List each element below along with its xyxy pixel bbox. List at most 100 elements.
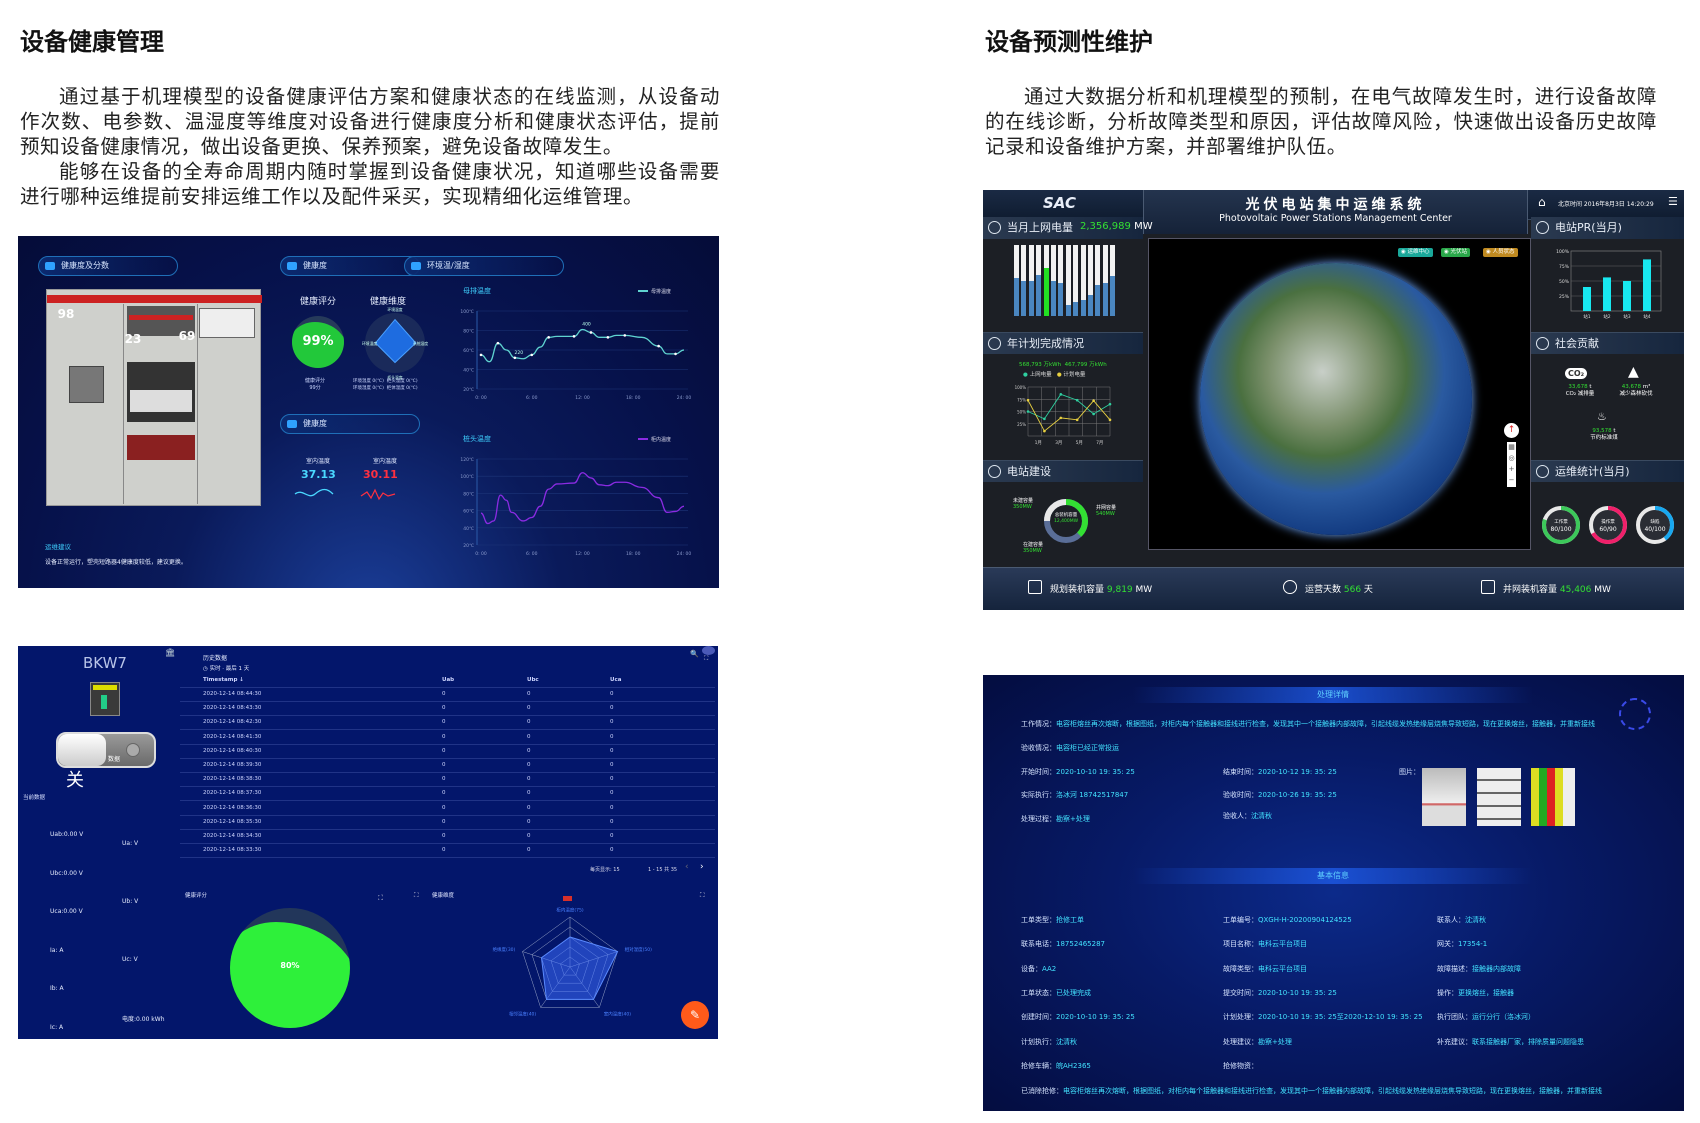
reading-value: Uc: V bbox=[122, 956, 138, 963]
executor-field: 实际执行：洛冰河 18742517847 bbox=[1021, 791, 1129, 799]
bar bbox=[1065, 304, 1071, 316]
bank-icon[interactable]: 🏛 bbox=[165, 648, 176, 657]
y-tick-label: 75% bbox=[1017, 397, 1026, 402]
more-options-button[interactable] bbox=[702, 646, 715, 655]
dimension-title: 健康维度 bbox=[432, 893, 455, 899]
health-badge[interactable]: 69 bbox=[178, 329, 196, 343]
table-row[interactable]: 2020-12-14 08:35:30 0 0 0 bbox=[180, 816, 715, 830]
x-tick-label: 24: 00 bbox=[677, 551, 692, 557]
search-icon[interactable]: 🔍 bbox=[690, 650, 699, 658]
radar-label: 绝缘度(30) bbox=[493, 946, 516, 953]
y-tick-label: 100% bbox=[1015, 385, 1027, 390]
table-row[interactable]: 2020-12-14 08:42:30 0 0 0 bbox=[180, 716, 715, 731]
photo-thumbnail[interactable] bbox=[1477, 768, 1521, 826]
table-row[interactable]: 2020-12-14 08:44:30 0 0 0 bbox=[180, 688, 715, 702]
field-value: 沈清秋 bbox=[1465, 916, 1486, 924]
dimension-readings: 环境温度 0(℃) 柜头温度 0(℃) 环境湿度 0(℃) 柜体温度 0(℃) bbox=[353, 379, 418, 391]
y-tick-label: 100℃ bbox=[460, 474, 474, 480]
data-point bbox=[674, 352, 677, 356]
bar-track bbox=[1014, 245, 1019, 316]
map-zoom-controls[interactable]: ▦ ◎ + − bbox=[1507, 442, 1516, 487]
donut-label: 并网容量 540MW bbox=[1096, 505, 1117, 517]
bar bbox=[1102, 282, 1108, 316]
bar bbox=[1043, 267, 1049, 316]
table-cell: 0 bbox=[442, 833, 446, 839]
globe-map[interactable] bbox=[1148, 238, 1531, 550]
section-header-health-score: 健康度及分数 bbox=[38, 256, 178, 276]
x-tick-label: 18: 00 bbox=[626, 551, 641, 557]
radar-label: 相邻温度(40) bbox=[509, 1011, 536, 1018]
field-label: 工单编号： bbox=[1223, 916, 1258, 924]
basic-info-title: 基本信息 bbox=[1133, 868, 1533, 884]
series-line bbox=[1027, 393, 1111, 420]
table-row[interactable]: 2020-12-14 08:43:30 0 0 0 bbox=[180, 702, 715, 717]
field-value: 2020-10-10 19: 35: 25 bbox=[1056, 1013, 1135, 1022]
x-tick-label: 6: 00 bbox=[526, 551, 538, 557]
health-badge[interactable]: 23 bbox=[124, 332, 142, 346]
gauge-label: 操作票 bbox=[1601, 518, 1615, 525]
field-label: 处理建议： bbox=[1223, 1037, 1258, 1046]
history-range[interactable]: ◷ 实时 · 最后 1 天 bbox=[203, 666, 250, 672]
reading-value: Ic: A bbox=[50, 1024, 64, 1031]
table-row[interactable]: 2020-12-14 08:36:30 0 0 0 bbox=[180, 802, 715, 816]
fullscreen-icon[interactable]: ⛶ bbox=[704, 655, 709, 662]
data-point bbox=[1059, 416, 1063, 420]
table-row[interactable]: 2020-12-14 08:37:30 0 0 0 bbox=[180, 787, 715, 802]
stat-value: 566 bbox=[1343, 585, 1362, 595]
table-cell: 2020-12-14 08:41:30 bbox=[203, 733, 262, 740]
bar-track bbox=[1051, 245, 1056, 316]
bar bbox=[1028, 281, 1034, 316]
prev-page-button[interactable]: ‹ bbox=[685, 862, 689, 872]
info-field: 工单类型：抢修工单 bbox=[1021, 915, 1084, 925]
x-tick-label: 0: 00 bbox=[475, 395, 487, 401]
compass-icon[interactable]: ↑ bbox=[1504, 423, 1519, 438]
score-title: 健康评分 bbox=[300, 297, 337, 307]
map-tag-filter[interactable]: ◉ 人员状态 bbox=[1483, 248, 1518, 257]
reading-value: Uca:0.00 V bbox=[50, 908, 83, 915]
table-cell: 0 bbox=[610, 833, 614, 839]
photo-thumbnail[interactable] bbox=[1422, 768, 1466, 826]
table-row[interactable]: 2020-12-14 08:41:30 0 0 0 bbox=[180, 731, 715, 745]
bar bbox=[1051, 280, 1056, 316]
data-point bbox=[589, 331, 593, 334]
table-cell: 0 bbox=[442, 818, 446, 825]
column-header-timestamp[interactable]: Timestamp ↓ bbox=[203, 677, 244, 683]
table-cell: 0 bbox=[527, 833, 531, 839]
field-label: 工单类型： bbox=[1021, 916, 1056, 924]
table-row[interactable]: 2020-12-14 08:34:30 0 0 0 bbox=[180, 830, 715, 844]
bar bbox=[1110, 275, 1116, 316]
next-page-button[interactable]: › bbox=[700, 862, 704, 872]
zoom-in-icon: + bbox=[1508, 465, 1515, 473]
health-badge[interactable]: 98 bbox=[57, 307, 75, 321]
table-row[interactable]: 2020-12-14 08:38:30 0 0 0 bbox=[180, 773, 715, 788]
menu-icon[interactable]: ☰ bbox=[1668, 195, 1678, 208]
edit-button[interactable]: ✎ bbox=[681, 1001, 709, 1029]
info-field: 网关：17354-1 bbox=[1437, 939, 1487, 949]
info-field: 联系电话：18752465287 bbox=[1021, 939, 1105, 949]
data-point bbox=[1108, 418, 1112, 422]
field-label: 网关： bbox=[1437, 940, 1458, 949]
table-cell: 2020-12-14 08:36:30 bbox=[203, 804, 262, 811]
table-row[interactable]: 2020-12-14 08:33:30 0 0 0 bbox=[180, 844, 715, 859]
pr-bar-chart: 25% 50% 75% 100% 站1 站2 站3 站4 bbox=[1556, 249, 1662, 320]
indoor-temp-value: 37.13 bbox=[301, 468, 336, 481]
map-tag-filter[interactable]: ◉ 运维中心 bbox=[1398, 248, 1433, 257]
field-label: 故障类型： bbox=[1223, 964, 1258, 973]
table-cell: 2020-12-14 08:39:30 bbox=[203, 762, 262, 768]
series-line bbox=[480, 328, 685, 363]
expand-icon[interactable]: ⛶ bbox=[700, 891, 705, 899]
table-row[interactable]: 2020-12-14 08:39:30 0 0 0 bbox=[180, 759, 715, 773]
map-tag-filter[interactable]: ◉ 光伏站 bbox=[1441, 248, 1471, 257]
table-cell: 0 bbox=[527, 847, 531, 854]
power-toggle-switch[interactable]: 数据 bbox=[56, 732, 156, 768]
photo-thumbnail[interactable] bbox=[1531, 768, 1575, 826]
radar-label: 相对湿度(50) bbox=[625, 946, 652, 953]
table-row[interactable]: 2020-12-14 08:40:30 0 0 0 bbox=[180, 745, 715, 759]
donut-center: 总装机容量 12,400MW bbox=[1053, 513, 1079, 524]
page-size-select[interactable]: 每页显示: 15 bbox=[590, 867, 620, 873]
bar bbox=[1603, 277, 1611, 311]
expand-icon[interactable]: ⛶ bbox=[414, 891, 419, 899]
home-icon[interactable]: ⌂ bbox=[1538, 195, 1546, 209]
paragraph: 通过大数据分析和机理模型的预制，在电气故障发生时，进行设备故障的在线诊断，分析故… bbox=[985, 85, 1657, 158]
expand-icon[interactable]: ⛶ bbox=[378, 894, 383, 902]
